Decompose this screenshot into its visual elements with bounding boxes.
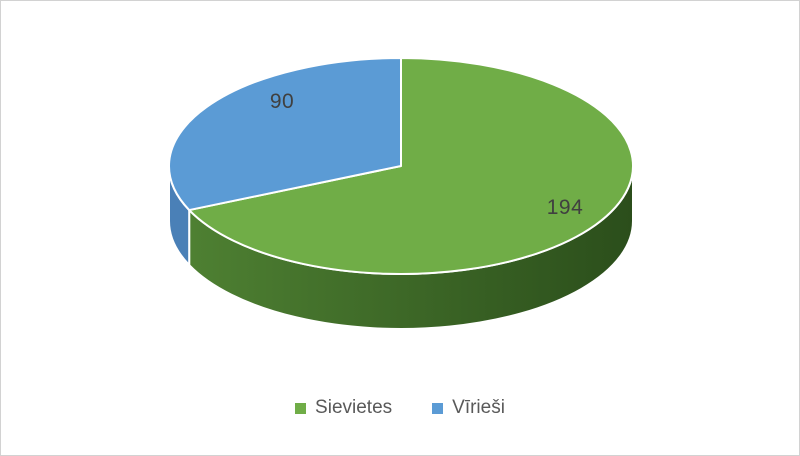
pie-slice-viriesi	[168, 57, 402, 212]
legend-label-sievietes: Sievietes	[315, 397, 393, 418]
legend-item-sievietes: Sievietes	[295, 397, 392, 419]
data-label-sievietes: 194	[546, 196, 584, 219]
legend-item-viriesi: Vīrieši	[432, 397, 505, 419]
data-label-viriesi: 90	[269, 90, 295, 113]
legend-swatch-viriesi	[432, 402, 444, 414]
legend-label-viriesi: Vīrieši	[452, 397, 505, 418]
pie-slice-sievietes	[188, 57, 635, 275]
legend-swatch-sievietes	[295, 402, 307, 414]
chart-legend: Sievietes Vīrieši	[1, 395, 799, 421]
